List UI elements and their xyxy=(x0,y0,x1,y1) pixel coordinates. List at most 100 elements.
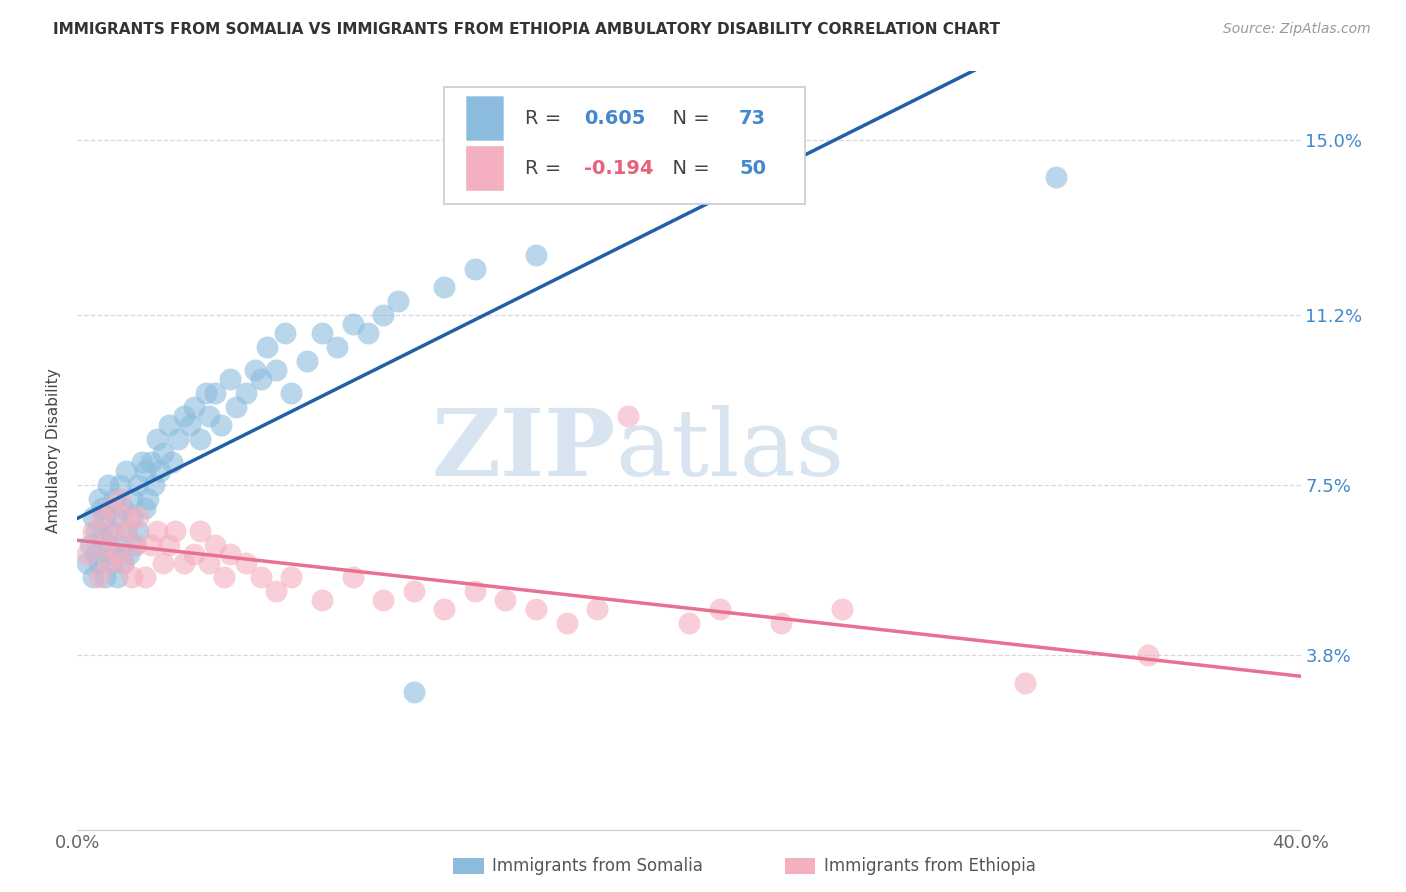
Text: R =: R = xyxy=(524,109,568,128)
Y-axis label: Ambulatory Disability: Ambulatory Disability xyxy=(46,368,62,533)
Point xyxy=(118,510,141,524)
FancyBboxPatch shape xyxy=(444,87,806,204)
Point xyxy=(124,538,146,552)
Point xyxy=(82,570,104,584)
Point xyxy=(79,538,101,552)
Point xyxy=(1045,169,1067,184)
Bar xyxy=(467,96,503,140)
Point xyxy=(100,556,122,570)
Point xyxy=(256,340,278,354)
Point xyxy=(342,570,364,584)
Point xyxy=(209,418,232,433)
Point xyxy=(152,446,174,460)
Point xyxy=(90,528,112,542)
Point xyxy=(90,510,112,524)
Point xyxy=(198,556,221,570)
Point xyxy=(76,547,98,561)
Point xyxy=(127,478,149,492)
Point xyxy=(142,478,165,492)
Text: N =: N = xyxy=(659,159,716,178)
Point xyxy=(173,409,195,423)
Point xyxy=(103,491,125,506)
Point xyxy=(243,363,266,377)
Text: atlas: atlas xyxy=(616,406,845,495)
Point xyxy=(87,556,110,570)
Point xyxy=(769,615,792,630)
Point xyxy=(586,602,609,616)
Point xyxy=(121,570,143,584)
Point xyxy=(127,524,149,538)
Point xyxy=(678,615,700,630)
Point xyxy=(124,538,146,552)
Point xyxy=(112,556,135,570)
Point xyxy=(198,409,221,423)
Point xyxy=(495,592,517,607)
Point xyxy=(76,556,98,570)
Point xyxy=(280,570,302,584)
Point xyxy=(173,556,195,570)
Point xyxy=(219,547,242,561)
Text: Immigrants from Ethiopia: Immigrants from Ethiopia xyxy=(824,857,1036,875)
Point xyxy=(165,524,187,538)
Point xyxy=(121,510,143,524)
Point xyxy=(433,602,456,616)
Point xyxy=(90,500,112,515)
Point xyxy=(204,386,226,401)
Point xyxy=(87,491,110,506)
Point xyxy=(97,538,120,552)
Text: 73: 73 xyxy=(740,109,766,128)
Point xyxy=(108,478,131,492)
Text: Immigrants from Somalia: Immigrants from Somalia xyxy=(492,857,703,875)
Point xyxy=(94,570,117,584)
Point xyxy=(264,583,287,598)
Point xyxy=(103,547,125,561)
Point xyxy=(188,524,211,538)
Point xyxy=(134,570,156,584)
Point xyxy=(118,547,141,561)
Point xyxy=(219,372,242,386)
Point xyxy=(617,409,640,423)
Point xyxy=(136,491,159,506)
Point xyxy=(97,556,120,570)
Point xyxy=(146,432,169,446)
Text: N =: N = xyxy=(659,109,716,128)
Text: 50: 50 xyxy=(740,159,766,178)
Point xyxy=(326,340,349,354)
Point xyxy=(139,538,162,552)
Point xyxy=(371,308,394,322)
Point xyxy=(157,538,180,552)
Point xyxy=(87,570,110,584)
Text: IMMIGRANTS FROM SOMALIA VS IMMIGRANTS FROM ETHIOPIA AMBULATORY DISABILITY CORREL: IMMIGRANTS FROM SOMALIA VS IMMIGRANTS FR… xyxy=(53,22,1001,37)
Point xyxy=(167,432,190,446)
Point xyxy=(387,294,409,309)
Point xyxy=(112,500,135,515)
Point xyxy=(264,363,287,377)
Point xyxy=(311,326,333,341)
Point xyxy=(160,455,183,469)
Point xyxy=(100,500,122,515)
Point xyxy=(115,524,138,538)
Point xyxy=(108,491,131,506)
Bar xyxy=(467,146,503,190)
Point xyxy=(188,432,211,446)
Point xyxy=(121,491,143,506)
Point xyxy=(149,464,172,478)
Point xyxy=(311,592,333,607)
Point xyxy=(94,510,117,524)
Point xyxy=(139,455,162,469)
Point xyxy=(100,524,122,538)
Point xyxy=(342,317,364,331)
Point xyxy=(357,326,380,341)
Point xyxy=(831,602,853,616)
Point xyxy=(555,615,578,630)
Point xyxy=(179,418,201,433)
Text: 0.605: 0.605 xyxy=(583,109,645,128)
Point xyxy=(82,510,104,524)
Point xyxy=(105,510,128,524)
Point xyxy=(402,684,425,698)
Text: ZIP: ZIP xyxy=(432,406,616,495)
Text: -0.194: -0.194 xyxy=(583,159,654,178)
Point xyxy=(134,464,156,478)
Point xyxy=(212,570,235,584)
Point xyxy=(103,524,125,538)
